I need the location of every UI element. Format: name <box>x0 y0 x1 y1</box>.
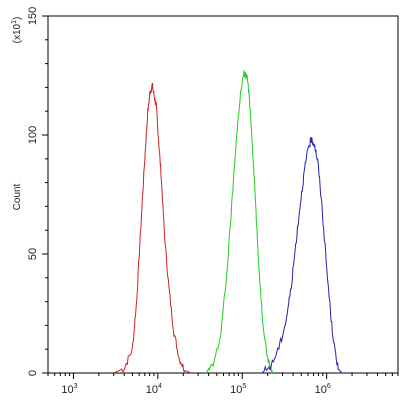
y-tick-label: 0 <box>27 370 39 376</box>
x-tick-label: 104 <box>146 383 162 396</box>
y-axis-multiplier: (x101) <box>11 17 23 44</box>
y-multiplier-text: (x10 <box>12 23 23 43</box>
y-axis-label: Count <box>12 183 23 210</box>
plot-frame <box>47 15 399 374</box>
y-tick-label: 100 <box>27 126 39 144</box>
series-layer <box>113 70 342 374</box>
x-axis-ticks: 103 104 105 106 <box>47 373 399 396</box>
y-axis-ticks: 0 50 100 150 <box>27 7 48 376</box>
histogram-series-3 <box>261 136 342 374</box>
y-multiplier-close: ) <box>12 17 23 20</box>
x-tick-label: 103 <box>61 383 77 396</box>
y-tick-label: 50 <box>27 248 39 260</box>
histogram-series-2 <box>205 70 274 374</box>
histogram-series-1 <box>113 82 192 374</box>
x-tick-label: 105 <box>230 383 246 396</box>
y-multiplier-exponent: 1 <box>11 20 18 24</box>
x-tick-label: 106 <box>315 383 331 396</box>
y-tick-label: 150 <box>27 7 39 25</box>
